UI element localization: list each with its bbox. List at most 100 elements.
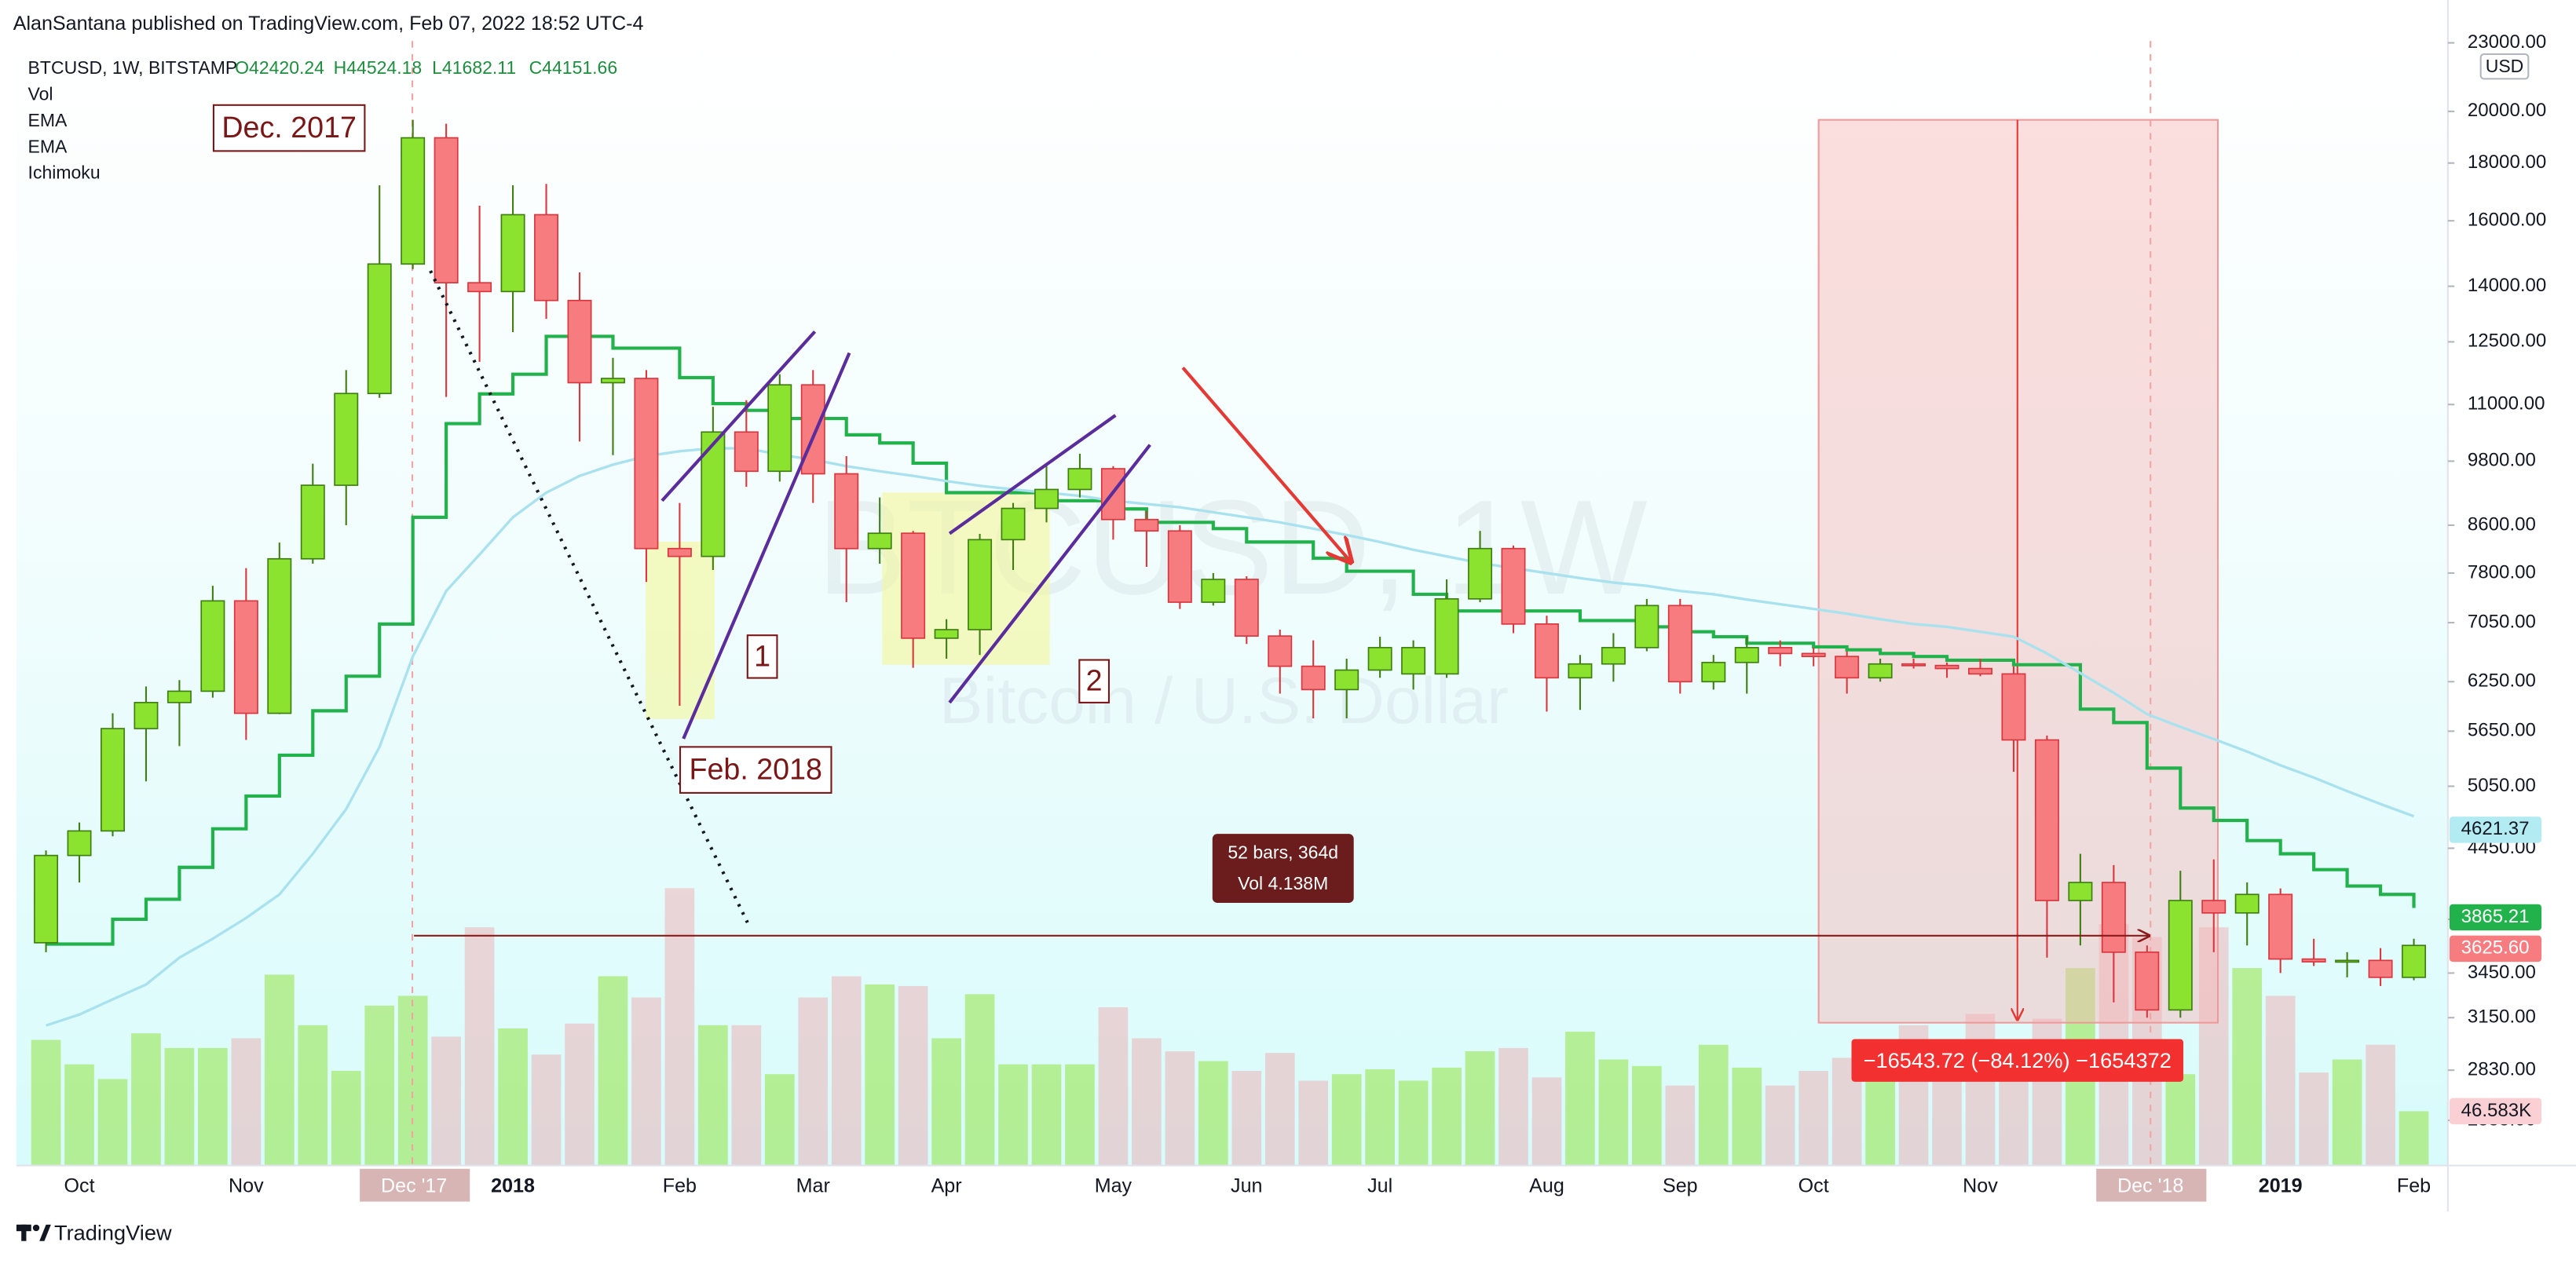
candle-body [2168, 900, 2193, 1011]
volume-bar [1298, 1080, 1329, 1166]
volume-bar [31, 1039, 61, 1166]
candle-body [200, 600, 225, 692]
x-tick-label: Aug [1529, 1174, 1564, 1196]
logo [32, 1224, 40, 1232]
volume-bar [264, 974, 295, 1166]
volume-bar [1098, 1006, 1129, 1166]
x-tick-label: Feb [2397, 1174, 2431, 1196]
currency-box[interactable] [2479, 53, 2530, 80]
legend-item: EMA [28, 110, 68, 130]
volume-bar [97, 1079, 128, 1166]
volume-bar [531, 1054, 562, 1166]
trend-line [682, 352, 851, 740]
candle-body [434, 137, 459, 284]
volume-bar [1665, 1085, 1696, 1166]
candle-layer [34, 119, 2427, 1018]
candle-body [1667, 605, 1692, 683]
candle-body [667, 547, 692, 557]
candle-body [233, 600, 258, 714]
x-tick-label: Mar [796, 1174, 830, 1196]
x-tick-label: May [1095, 1174, 1132, 1196]
drawings-top: Dec. 2017 Feb. 2018 1 2 52 bars, 364d Vo… [212, 104, 2184, 1082]
trend-line [948, 444, 1151, 704]
volume-bar [565, 1023, 595, 1166]
volume-bar [1565, 1032, 1595, 1166]
annotation: 2 [1086, 664, 1103, 697]
y-tick-label: 16000.00 [2468, 210, 2546, 231]
candle-body [166, 690, 192, 703]
candle-body [334, 393, 359, 486]
indicator-line [46, 447, 2415, 1027]
candle-body [834, 473, 859, 550]
annotation-box [212, 104, 366, 152]
candle-body [134, 702, 159, 729]
price-tag [2449, 816, 2542, 843]
volume-bar [1398, 1080, 1429, 1166]
x-tick-label: Nov [1963, 1174, 1998, 1196]
volume-bar [1432, 1067, 1462, 1166]
footer-text: TradingView [54, 1221, 172, 1245]
price-tag-label: 3625.60 [2461, 937, 2530, 959]
candle-body [901, 532, 926, 639]
candle-body [1701, 661, 1726, 683]
candle-body [934, 629, 959, 639]
candle-body [2301, 958, 2326, 963]
candle-body [34, 854, 59, 944]
candle-body [1268, 635, 1293, 667]
price-tag [2449, 935, 2542, 963]
y-tick-label: 5050.00 [2468, 775, 2536, 796]
x-tick-label: Feb [663, 1174, 697, 1196]
volume-bar [464, 927, 495, 1166]
candle-body [1634, 605, 1659, 648]
annotation: Feb. 2018 [689, 753, 821, 786]
range-label-box [1851, 1039, 2184, 1082]
volume-bar [498, 1028, 528, 1166]
y-tick-label: 7800.00 [2468, 561, 2536, 583]
candle-body [1534, 623, 1559, 679]
candle-body [2234, 893, 2259, 914]
candle-body [1201, 579, 1226, 603]
y-tick-label: 2830.00 [2468, 1058, 2536, 1080]
ohlc: H44524.18 [334, 57, 423, 78]
annotation-box [679, 746, 832, 794]
candle-body [1835, 656, 1860, 679]
volume-bar [164, 1047, 195, 1166]
candle-body [1434, 597, 1459, 675]
legend-item: Ichimoku [28, 163, 101, 183]
volume-bar [2366, 1044, 2395, 1166]
currency: USD [2486, 56, 2524, 76]
candle-body [1934, 664, 1959, 670]
arrow [1181, 366, 1350, 561]
symbol: BTCUSD, 1W, BITSTAMP [28, 57, 238, 78]
candle-body [401, 137, 426, 265]
volume-bar [1231, 1071, 1262, 1166]
volume-bar [598, 976, 628, 1166]
y-tick-label: 12500.00 [2468, 331, 2546, 352]
candle-body [734, 431, 759, 473]
volume-bar [198, 1047, 228, 1166]
y-tick-label: 7050.00 [2468, 611, 2536, 632]
footer: TradingView [16, 1221, 172, 1245]
candle-body [1468, 547, 1493, 600]
volume-bar [131, 1033, 161, 1166]
x-tick-label: Oct [1798, 1174, 1829, 1196]
y-tick-label: 5650.00 [2468, 720, 2536, 741]
candle-body [1901, 663, 1927, 667]
range-end-label: Dec '18 [2117, 1174, 2183, 1196]
volume-bar [2332, 1059, 2362, 1166]
candle-body [467, 282, 492, 293]
volume-bar [1632, 1065, 1662, 1166]
candle-body [1968, 667, 1992, 675]
volume-bar [998, 1064, 1028, 1166]
volume-bar [2265, 995, 2296, 1166]
volume-bar [1598, 1059, 1629, 1166]
volume-bar [1765, 1085, 1795, 1166]
y-tick-label: 3150.00 [2468, 1006, 2536, 1028]
volume-bar [331, 1071, 361, 1166]
y-tick-label: 14000.00 [2468, 275, 2546, 296]
candle-body [367, 263, 392, 395]
candle-body [1601, 647, 1626, 665]
volume-bar [764, 1074, 795, 1166]
volume-bar [664, 888, 695, 1166]
x-tick-label: 2019 [2259, 1174, 2303, 1196]
